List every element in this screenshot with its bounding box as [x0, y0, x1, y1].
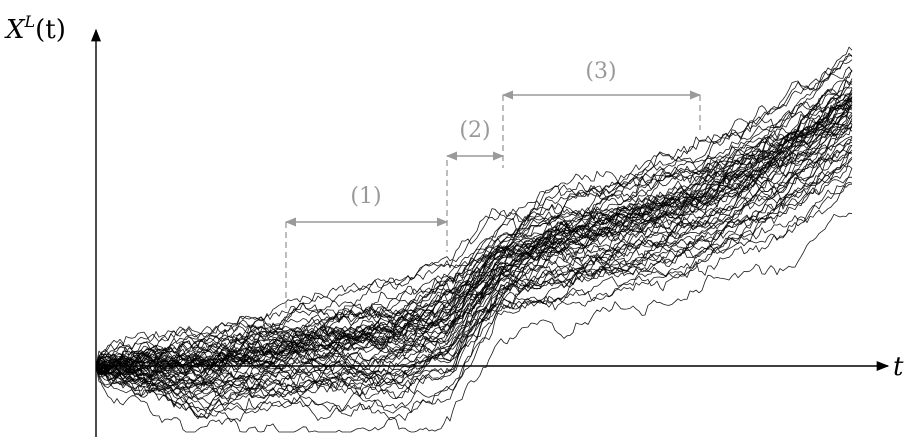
sample-path: [95, 114, 853, 385]
sample-path: [95, 135, 853, 400]
sample-path: [95, 111, 853, 383]
sample-path: [95, 69, 853, 368]
sample-path: [95, 98, 853, 367]
phase-2-annotation: (2): [445, 95, 505, 168]
phase-3-label: (3): [585, 59, 616, 84]
sample-path: [95, 149, 853, 393]
sample-path: [95, 183, 853, 423]
phase-1-annotation: (1): [284, 160, 449, 310]
sample-path: [95, 59, 853, 367]
sample-path: [95, 92, 853, 371]
sample-path: [95, 97, 853, 372]
sample-path: [95, 52, 853, 367]
phase-2-label: (2): [459, 118, 490, 143]
sample-path: [95, 156, 853, 413]
sample-path: [95, 104, 853, 367]
sample-path: [95, 212, 853, 433]
sample-path: [95, 167, 853, 421]
sample-path: [95, 122, 853, 387]
sample-path: [95, 46, 853, 367]
phase-1-label: (1): [350, 184, 381, 209]
sample-paths: [95, 46, 853, 433]
sample-path: [95, 158, 853, 401]
sample-path: [95, 80, 853, 367]
y-axis-label: XL(t): [4, 12, 66, 45]
phase-3-annotation: (3): [501, 59, 702, 130]
sample-path: [95, 78, 853, 367]
sample-path: [95, 152, 853, 398]
sample-path: [95, 70, 853, 367]
sample-path: [95, 93, 853, 370]
sample-path: [95, 164, 853, 417]
sample-path: [95, 114, 853, 371]
sample-path: [95, 86, 853, 371]
x-axis-label: t: [893, 352, 904, 382]
sample-path: [95, 125, 853, 377]
sample-path: [95, 138, 853, 385]
